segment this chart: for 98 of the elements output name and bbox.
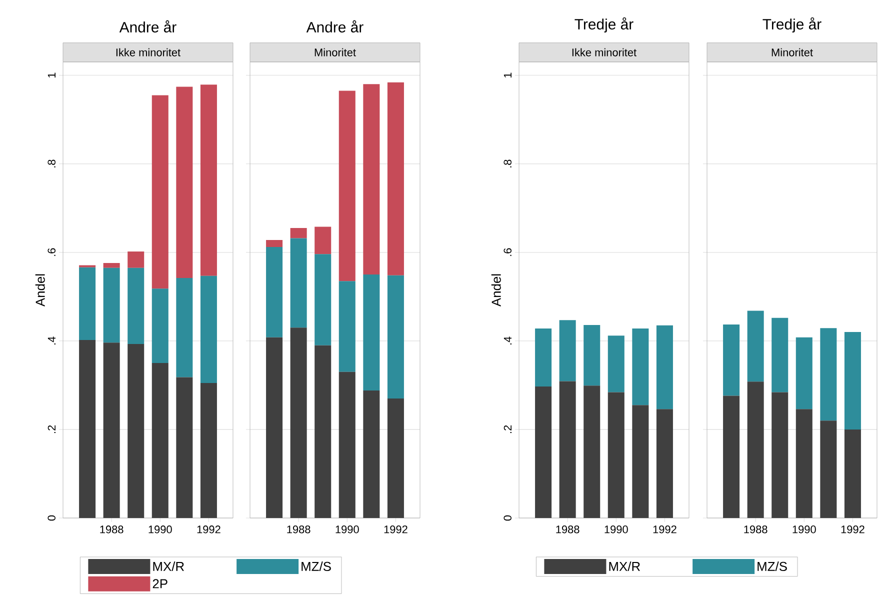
bar [723, 396, 740, 518]
bar [266, 247, 283, 338]
bar [266, 240, 283, 248]
bar [128, 344, 144, 518]
bar [535, 386, 552, 518]
bar [772, 392, 788, 518]
bar [363, 274, 380, 390]
legend-label: MX/R [609, 562, 640, 572]
chart-title: Andre år [306, 20, 364, 32]
bar [608, 336, 624, 392]
bar [632, 405, 649, 518]
y-tick-label: .4 [48, 336, 56, 344]
bar [796, 409, 812, 518]
x-tick-label: 1990 [604, 526, 628, 534]
bar [314, 226, 332, 254]
chart-subtitle: Ikke minoritet [572, 48, 636, 56]
y-tick-label: 1 [504, 72, 512, 78]
y-axis-title: Andel [35, 274, 45, 307]
y-tick-label: .2 [48, 425, 56, 434]
bar [290, 228, 307, 238]
bar [103, 262, 120, 268]
bar [820, 420, 837, 518]
y-tick-label: .8 [48, 160, 56, 168]
y-tick-label: .8 [504, 160, 512, 168]
y-tick-label: .6 [504, 248, 512, 256]
bar [314, 254, 332, 346]
bar [79, 267, 96, 340]
x-tick-label: 1990 [336, 526, 359, 534]
bar [103, 342, 120, 518]
bar [128, 251, 144, 268]
bar [632, 328, 649, 406]
x-tick-label: 1990 [792, 526, 816, 534]
bar [796, 337, 812, 410]
bar [387, 275, 404, 398]
bar [152, 363, 168, 518]
y-tick-label: 1 [48, 72, 56, 78]
bar [656, 409, 673, 518]
bar [79, 340, 96, 518]
bar [772, 318, 788, 392]
bar [559, 381, 576, 518]
bar [338, 90, 356, 282]
y-tick-label: 0 [504, 515, 512, 521]
chart-subtitle: Minoritet [772, 48, 813, 56]
x-tick-label: 1988 [744, 526, 768, 534]
bar [290, 238, 307, 328]
bar [747, 310, 764, 382]
bar [200, 382, 217, 518]
y-tick-label: 0 [48, 515, 56, 521]
bar [338, 372, 356, 518]
bar [844, 332, 861, 430]
chart-subtitle: Minoritet [314, 48, 356, 56]
x-tick-label: 1988 [556, 526, 580, 534]
y-tick-label: .4 [504, 336, 512, 344]
y-tick-label: .6 [48, 248, 56, 256]
bar [152, 95, 168, 289]
bar [290, 328, 307, 518]
bar [535, 328, 552, 387]
y-axis-title: Andel [491, 274, 501, 307]
bar [559, 320, 576, 382]
x-tick-label: 1990 [148, 526, 172, 534]
y-tick-label: .2 [504, 425, 512, 434]
legend-label: MZ/S [758, 562, 787, 572]
x-tick-label: 1992 [841, 526, 864, 534]
bar [608, 392, 624, 518]
chart-title: Andre år [119, 20, 176, 32]
x-tick-label: 1992 [653, 526, 676, 534]
legend-label: MX/R [153, 562, 184, 572]
bar [176, 86, 193, 278]
bar [103, 268, 120, 343]
bar [387, 82, 404, 276]
bar [584, 386, 600, 518]
x-tick-label: 1988 [287, 526, 310, 534]
x-tick-label: 1992 [384, 526, 408, 534]
chart-title: Tredje år [762, 17, 822, 32]
bar [266, 337, 283, 518]
bar [200, 84, 217, 276]
bar [314, 345, 332, 518]
legend-label: MZ/S [302, 562, 331, 572]
bar [363, 390, 380, 518]
bar [363, 84, 380, 274]
bar [176, 278, 193, 378]
x-tick-label: 1992 [197, 526, 220, 534]
bar [584, 324, 600, 386]
bar [844, 429, 861, 518]
bar [723, 324, 740, 396]
bar [176, 377, 193, 518]
bar [747, 382, 764, 518]
bar [387, 398, 404, 518]
bar [128, 268, 144, 344]
chart-title: Tredje år [574, 17, 634, 32]
x-tick-label: 1988 [100, 526, 124, 534]
bar [656, 325, 673, 410]
bar [338, 281, 356, 372]
bar [152, 288, 168, 364]
bar [200, 276, 217, 383]
bar [820, 328, 837, 421]
legend-label: 2P [152, 579, 168, 588]
chart-subtitle: Ikke minoritet [116, 48, 180, 56]
